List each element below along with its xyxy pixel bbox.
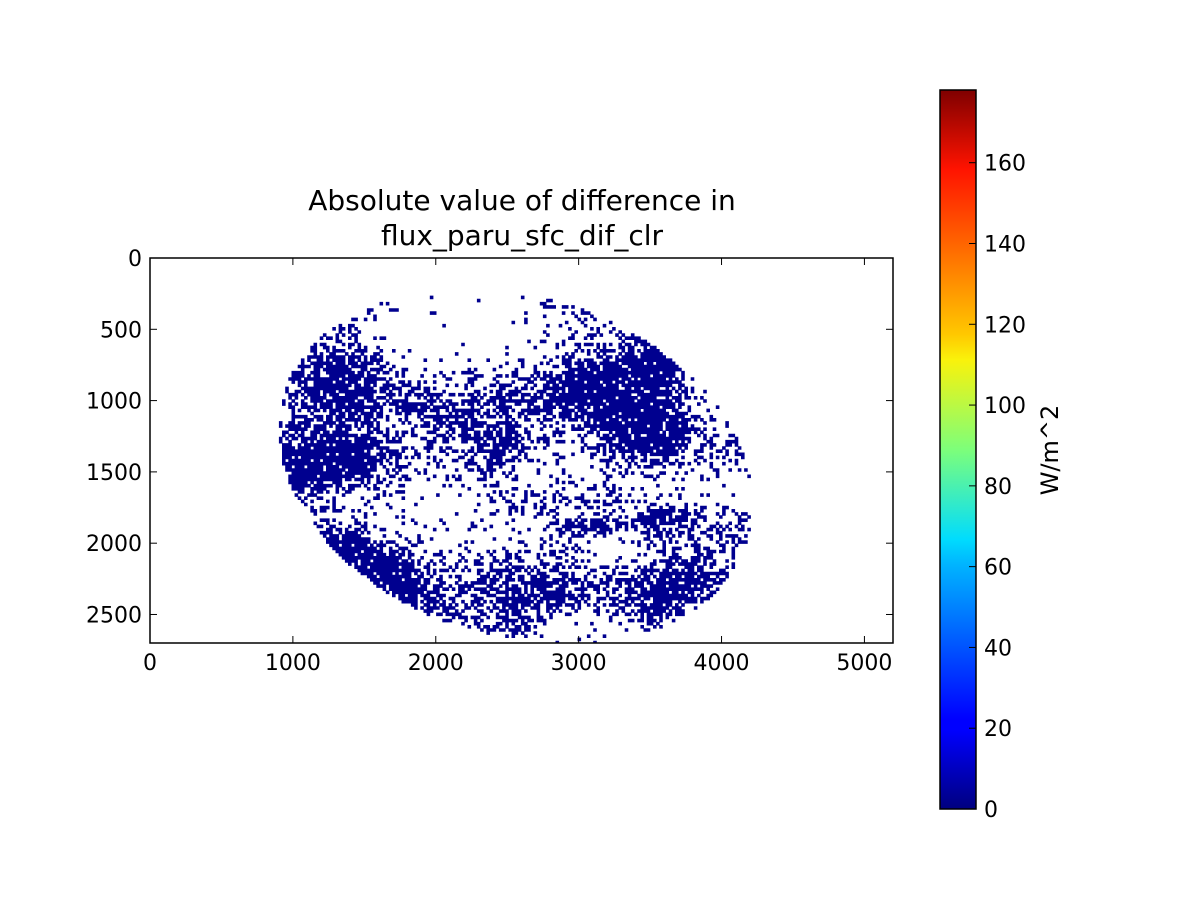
- x-tick-label: 2000: [408, 651, 464, 676]
- colorbar-gradient: [940, 90, 976, 809]
- colorbar-tick-label: 140: [984, 232, 1026, 257]
- colorbar: W/m^2 0 20 40 60 80 100 120 140 160: [939, 89, 1064, 823]
- heatmap-cells-zero-value: [278, 295, 751, 643]
- colorbar-tick-label: 0: [984, 798, 998, 823]
- y-tick-label: 2500: [86, 603, 142, 628]
- colorbar-tick-label: 40: [984, 636, 1012, 661]
- plot-frame: [149, 257, 894, 644]
- x-tick-label: 0: [143, 651, 157, 676]
- x-tick-label: 1000: [265, 651, 321, 676]
- y-tick-label: 1500: [86, 461, 142, 486]
- colorbar-label: W/m^2: [1036, 405, 1064, 496]
- y-tick-label: 500: [100, 318, 142, 343]
- y-tick-label: 0: [128, 247, 142, 272]
- x-axis: 0 1000 2000 3000 4000 5000: [143, 258, 892, 676]
- heatmap-field: [278, 295, 751, 643]
- colorbar-tick-label: 100: [984, 394, 1026, 419]
- y-tick-label: 1000: [86, 390, 142, 415]
- chart-title-line-1: Absolute value of difference in: [308, 184, 736, 217]
- colorbar-tick-label: 60: [984, 556, 1012, 581]
- chart-title-line-2: flux_paru_sfc_dif_clr: [381, 219, 664, 252]
- plot-area: [278, 295, 751, 643]
- colorbar-frame: [939, 89, 977, 810]
- y-axis: 0 500 1000 1500 2000 2500: [86, 247, 893, 628]
- colorbar-tick-label: 160: [984, 152, 1026, 177]
- colorbar-tick-label: 120: [984, 313, 1026, 338]
- colorbar-tick-label: 20: [984, 717, 1012, 742]
- x-tick-label: 4000: [694, 651, 750, 676]
- y-tick-label: 2000: [86, 532, 142, 557]
- x-tick-label: 5000: [836, 651, 892, 676]
- x-tick-label: 3000: [551, 651, 607, 676]
- colorbar-tick-label: 80: [984, 475, 1012, 500]
